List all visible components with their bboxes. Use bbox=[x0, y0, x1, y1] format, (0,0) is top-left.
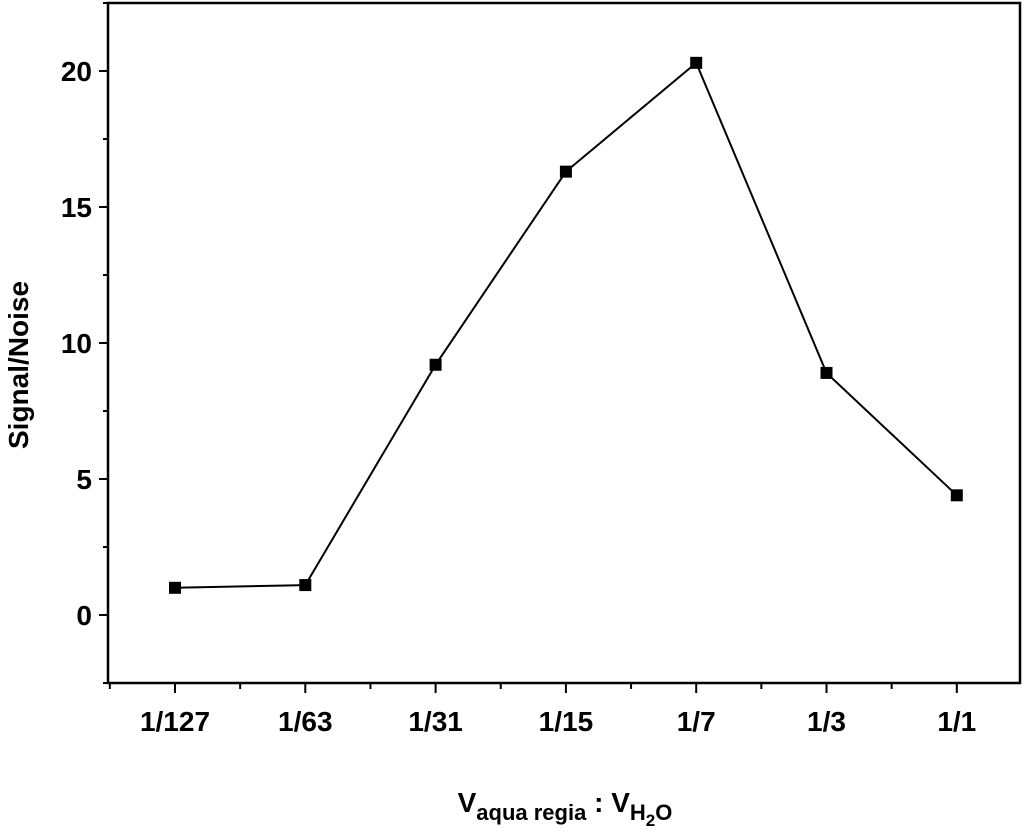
x-axis-title-v2: V bbox=[611, 787, 630, 818]
x-axis-title-v1: V bbox=[458, 787, 477, 818]
plot-frame bbox=[106, 1, 1022, 685]
data-point-marker bbox=[950, 489, 963, 502]
x-axis-title-v2-tail: O bbox=[655, 800, 672, 825]
y-tick-label: 0 bbox=[76, 600, 92, 631]
x-axis-title-separator: : bbox=[586, 787, 611, 818]
x-tick-label: 1/15 bbox=[539, 706, 594, 737]
x-axis-title: Vaqua regia : VH2O bbox=[458, 787, 673, 830]
data-point-marker bbox=[820, 366, 833, 379]
x-axis-title-v2-sub: H bbox=[630, 800, 646, 825]
series-layer bbox=[169, 56, 963, 594]
y-tick-label: 15 bbox=[61, 192, 92, 223]
x-axis: 1/127 1/63 1/31 1/15 1/7 1/3 1/1 bbox=[108, 683, 976, 737]
y-axis: 0 5 10 15 20 bbox=[61, 2, 108, 684]
y-tick-label: 5 bbox=[76, 464, 92, 495]
data-point-marker bbox=[169, 581, 181, 594]
x-axis-title-v2-subsub: 2 bbox=[646, 811, 655, 830]
series-line bbox=[174, 61, 958, 589]
data-point-marker bbox=[429, 358, 442, 371]
x-tick-label: 1/63 bbox=[278, 706, 333, 737]
data-point-marker bbox=[559, 165, 572, 178]
y-tick-label: 10 bbox=[61, 328, 92, 359]
x-tick-label: 1/3 bbox=[807, 706, 846, 737]
y-tick-label: 20 bbox=[61, 56, 92, 87]
x-tick-label: 1/127 bbox=[140, 706, 210, 737]
x-axis-title-v1-sub: aqua regia bbox=[476, 800, 587, 825]
x-tick-label: 1/7 bbox=[677, 706, 716, 737]
data-point-marker bbox=[299, 579, 312, 592]
data-point-marker bbox=[690, 56, 703, 69]
x-tick-label: 1/31 bbox=[408, 706, 463, 737]
y-axis-title: Signal/Noise bbox=[3, 281, 34, 449]
x-tick-label: 1/1 bbox=[937, 706, 976, 737]
